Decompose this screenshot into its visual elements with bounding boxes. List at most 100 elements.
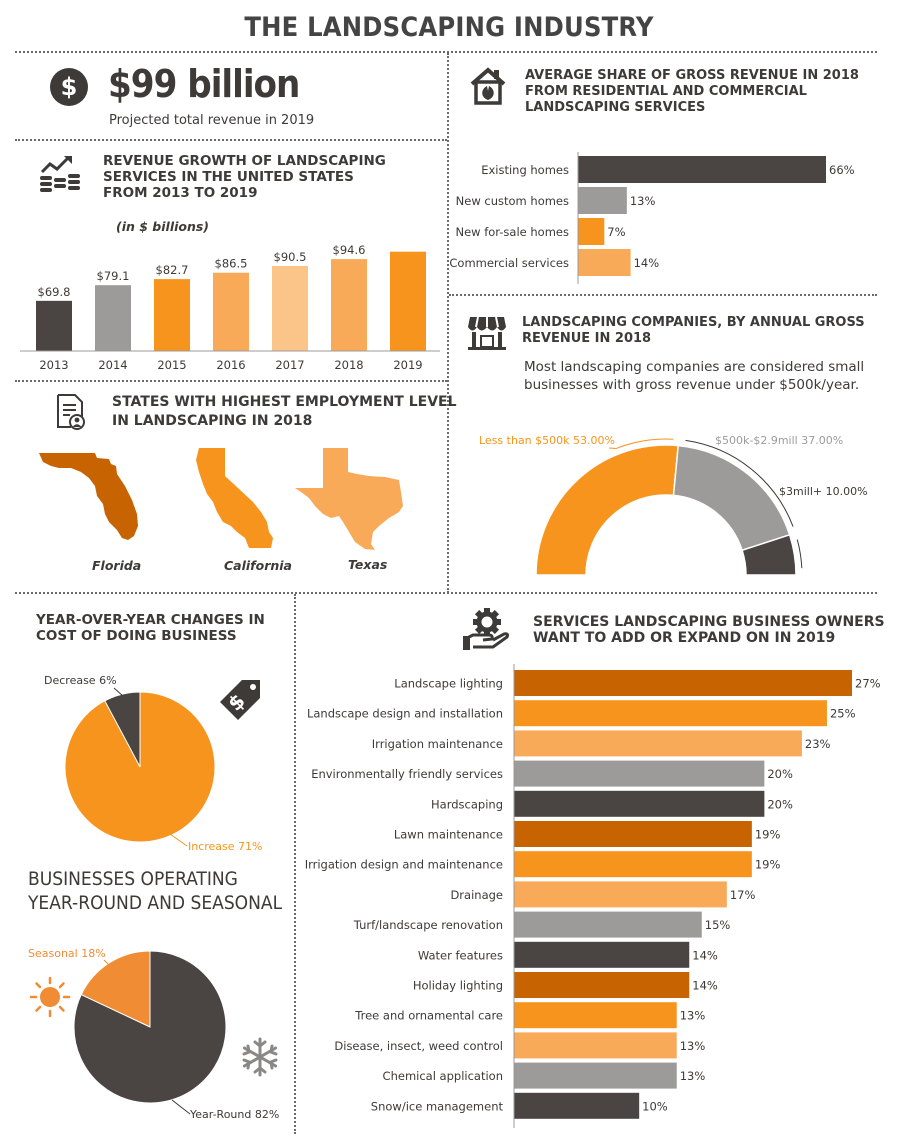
services-category-label: Holiday lighting xyxy=(413,979,503,993)
services-bar xyxy=(514,851,752,878)
cost-leader-decrease xyxy=(113,687,124,697)
services-category-label: Snow/ice management xyxy=(371,1099,504,1113)
services-category-label: Landscape design and installation xyxy=(307,707,503,721)
growth-value-label: $69.8 xyxy=(38,285,71,299)
growth-bar xyxy=(272,265,308,351)
sun-icon xyxy=(29,976,71,1018)
services-bar xyxy=(514,972,690,998)
services-category-label: Hardscaping xyxy=(431,797,503,811)
cost-heading: YEAR-OVER-YEAR CHANGES IN COST OF DOING … xyxy=(36,612,265,644)
growth-bar xyxy=(331,259,367,351)
share-bar xyxy=(578,218,605,245)
revenue-caption: Projected total revenue in 2019 xyxy=(109,113,315,128)
services-value-label: 27% xyxy=(855,677,881,691)
price-tag-icon: $ xyxy=(218,678,262,722)
growth-year-label: 2016 xyxy=(216,358,245,372)
growth-heading-line: FROM 2013 TO 2019 xyxy=(103,185,258,201)
cost-slice xyxy=(64,691,216,843)
growth-chart-icon xyxy=(38,154,80,192)
divider-top xyxy=(15,51,877,53)
services-bar xyxy=(514,670,852,696)
share-category-label: New custom homes xyxy=(456,194,569,208)
services-bar xyxy=(514,881,727,908)
donut-bracket xyxy=(615,438,674,450)
states-heading: STATES WITH HIGHEST EMPLOYMENT LEVEL IN … xyxy=(112,393,457,431)
share-category-label: New for-sale homes xyxy=(455,225,569,239)
companies-semi-donut-chart: Less than $500k 53.00% $500k-$2.9mill 37.… xyxy=(479,434,868,576)
florida-map xyxy=(37,448,142,548)
storefront-icon xyxy=(467,313,507,351)
growth-value-label: $79.1 xyxy=(97,269,130,283)
donut-segment xyxy=(672,444,791,552)
cost-leader-increase xyxy=(169,833,188,847)
services-category-label: Chemical application xyxy=(383,1069,503,1083)
services-category-label: Irrigation maintenance xyxy=(372,737,503,751)
dollar-circle-icon: $ xyxy=(49,67,89,107)
growth-year-label: 2017 xyxy=(275,358,304,372)
donut-bracket xyxy=(796,539,803,569)
services-heading: SERVICES LANDSCAPING BUSINESS OWNERS WAN… xyxy=(533,614,885,646)
gear-hand-icon xyxy=(463,607,511,651)
growth-bar xyxy=(95,285,131,351)
donut-segment xyxy=(741,533,797,576)
services-value-label: 15% xyxy=(705,918,731,932)
services-heading-line: SERVICES LANDSCAPING BUSINESS OWNERS xyxy=(533,614,885,630)
cost-label-decrease: Decrease 6% xyxy=(44,674,117,687)
growth-bar xyxy=(213,272,249,351)
companies-description-line: Most landscaping companies are considere… xyxy=(524,359,865,375)
companies-heading-line: LANDSCAPING COMPANIES, BY ANNUAL GROSS xyxy=(522,315,865,330)
house-leaf-icon xyxy=(470,67,506,105)
growth-bar-chart: $69.8 2013 $79.1 2014 $82.7 2015 $86.5 2016 $90.… xyxy=(20,243,440,372)
growth-value-label: $90.5 xyxy=(274,250,307,264)
divider-left-2 xyxy=(15,380,447,382)
divider-bottom-vertical xyxy=(294,594,296,1134)
growth-heading: REVENUE GROWTH OF LANDSCAPING SERVICES I… xyxy=(103,153,386,201)
state-label-florida: Florida xyxy=(92,558,142,573)
page-title: THE LANDSCAPING INDUSTRY xyxy=(244,12,654,43)
services-value-label: 19% xyxy=(755,828,781,842)
growth-unit-note: (in $ billions) xyxy=(116,219,210,234)
operating-label-yearround: Year-Round 82% xyxy=(189,1108,279,1121)
share-heading-line: FROM RESIDENTIAL AND COMMERCIAL xyxy=(525,84,807,99)
donut-label: Less than $500k 53.00% xyxy=(479,434,615,447)
divider-middle xyxy=(15,592,877,594)
states-heading-line: IN LANDSCAPING IN 2018 xyxy=(112,413,313,429)
services-category-label: Water features xyxy=(418,948,503,962)
share-heading: AVERAGE SHARE OF GROSS REVENUE IN 2018 F… xyxy=(525,68,859,116)
operating-heading-line: YEAR-ROUND AND SEASONAL xyxy=(28,892,283,914)
state-label-texas: Texas xyxy=(348,557,388,572)
growth-year-label: 2014 xyxy=(98,358,127,372)
growth-heading-line: REVENUE GROWTH OF LANDSCAPING xyxy=(103,153,386,169)
services-value-label: 20% xyxy=(767,797,793,811)
share-category-label: Existing homes xyxy=(481,163,569,177)
companies-heading-line: REVENUE IN 2018 xyxy=(522,331,652,346)
document-person-icon xyxy=(55,393,85,431)
services-bar xyxy=(514,760,765,787)
services-bar xyxy=(514,821,752,847)
share-heading-line: AVERAGE SHARE OF GROSS REVENUE IN 2018 xyxy=(525,68,859,83)
divider-right-1 xyxy=(449,294,877,296)
growth-value-label: $86.5 xyxy=(215,257,248,271)
state-label-california: California xyxy=(224,558,292,573)
share-bar xyxy=(578,156,826,183)
services-category-label: Landscape lighting xyxy=(394,677,503,691)
texas-map xyxy=(293,446,408,551)
services-category-label: Environmentally friendly services xyxy=(311,767,503,781)
growth-year-label: 2019 xyxy=(393,358,422,372)
growth-bar xyxy=(36,300,72,351)
donut-bracket xyxy=(685,439,794,527)
services-category-label: Irrigation design and maintenance xyxy=(305,858,503,872)
california-map xyxy=(193,446,278,550)
companies-heading: LANDSCAPING COMPANIES, BY ANNUAL GROSS R… xyxy=(522,315,865,347)
services-bar xyxy=(514,700,827,727)
services-value-label: 13% xyxy=(680,1009,706,1023)
services-value-label: 13% xyxy=(680,1069,706,1083)
share-value-label: 13% xyxy=(630,194,656,208)
services-value-label: 20% xyxy=(767,767,793,781)
operating-leader-seasonal xyxy=(103,959,113,969)
snowflake-icon xyxy=(240,1037,280,1077)
companies-description-line: businesses with gross revenue under $500… xyxy=(524,377,860,393)
growth-bar xyxy=(390,251,426,351)
services-category-label: Turf/landscape renovation xyxy=(353,918,503,932)
companies-description: Most landscaping companies are considere… xyxy=(524,358,864,394)
